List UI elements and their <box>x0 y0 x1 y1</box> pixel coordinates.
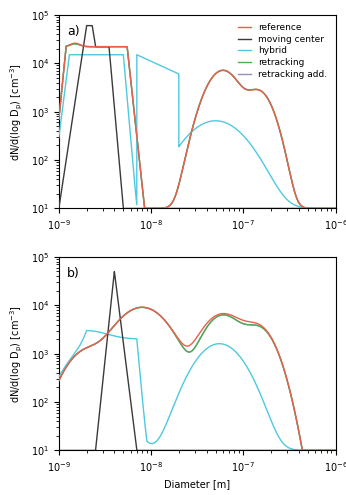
Text: b): b) <box>67 266 80 280</box>
Y-axis label: dN/d(log D$_\mathrm{p}$) [cm$^{-3}$]: dN/d(log D$_\mathrm{p}$) [cm$^{-3}$] <box>9 63 25 161</box>
X-axis label: Diameter [m]: Diameter [m] <box>164 480 230 490</box>
Y-axis label: dN/d(log D$_\mathrm{p}$) [cm$^{-3}$]: dN/d(log D$_\mathrm{p}$) [cm$^{-3}$] <box>9 304 25 402</box>
Text: a): a) <box>67 25 80 38</box>
Legend: reference, moving center, hybrid, retracking, retracking add.: reference, moving center, hybrid, retrac… <box>234 19 331 83</box>
